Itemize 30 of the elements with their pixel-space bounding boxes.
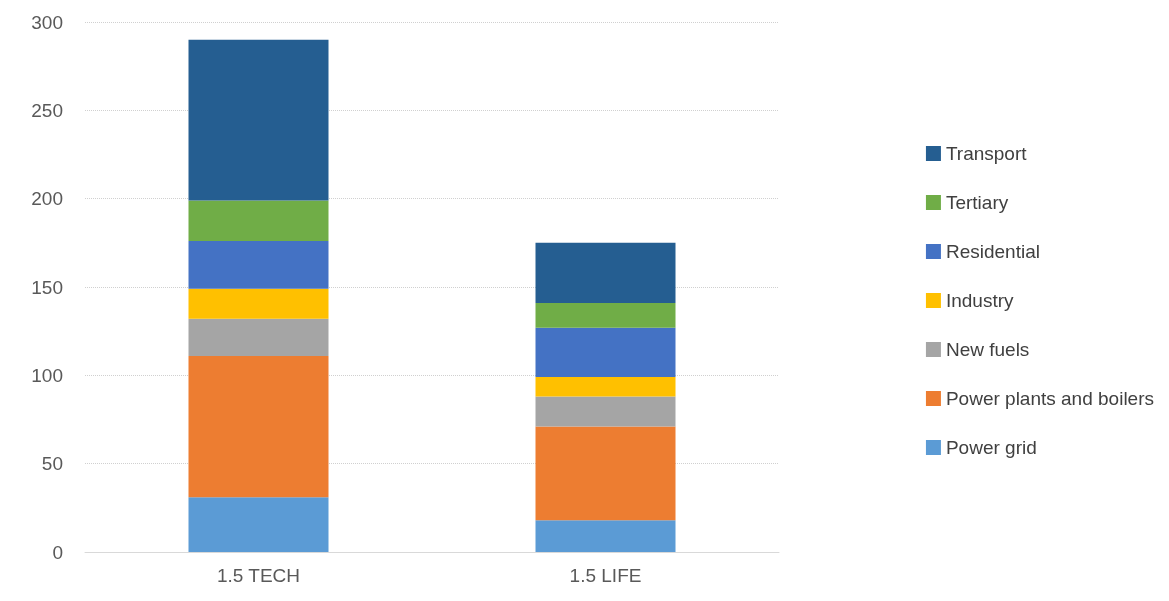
bar: [188, 241, 329, 289]
bar: [535, 327, 676, 378]
bar: [535, 302, 676, 328]
x-tick-label: 1.5 TECH: [216, 565, 301, 586]
y-tick-label: 300: [31, 11, 63, 33]
legend-label: Power grid: [945, 437, 1037, 458]
bar: [535, 426, 676, 521]
bar: [188, 200, 329, 242]
legend-label: Industry: [945, 290, 1015, 311]
bar: [188, 355, 329, 498]
legend-label: Transport: [945, 143, 1028, 164]
y-tick-label: 50: [41, 453, 63, 475]
x-tick-label: 1.5 LIFE: [569, 565, 642, 586]
y-tick-label: 100: [31, 364, 63, 386]
legend-label: New fuels: [945, 339, 1030, 360]
bar: [535, 520, 676, 552]
bar: [535, 396, 676, 427]
bar: [188, 497, 329, 552]
legend-label: Residential: [945, 241, 1040, 262]
bar: [188, 288, 329, 319]
bar: [535, 242, 676, 303]
legend-label: Tertiary: [945, 192, 1009, 213]
y-tick-label: 250: [31, 99, 63, 121]
y-tick-label: 200: [31, 188, 63, 210]
y-tick-label: 150: [31, 276, 63, 298]
bar: [535, 377, 676, 397]
legend-label: Power plants and boilers: [945, 388, 1155, 409]
y-tick-label: 0: [52, 541, 63, 563]
bar: [188, 318, 329, 356]
bar: [188, 39, 329, 201]
